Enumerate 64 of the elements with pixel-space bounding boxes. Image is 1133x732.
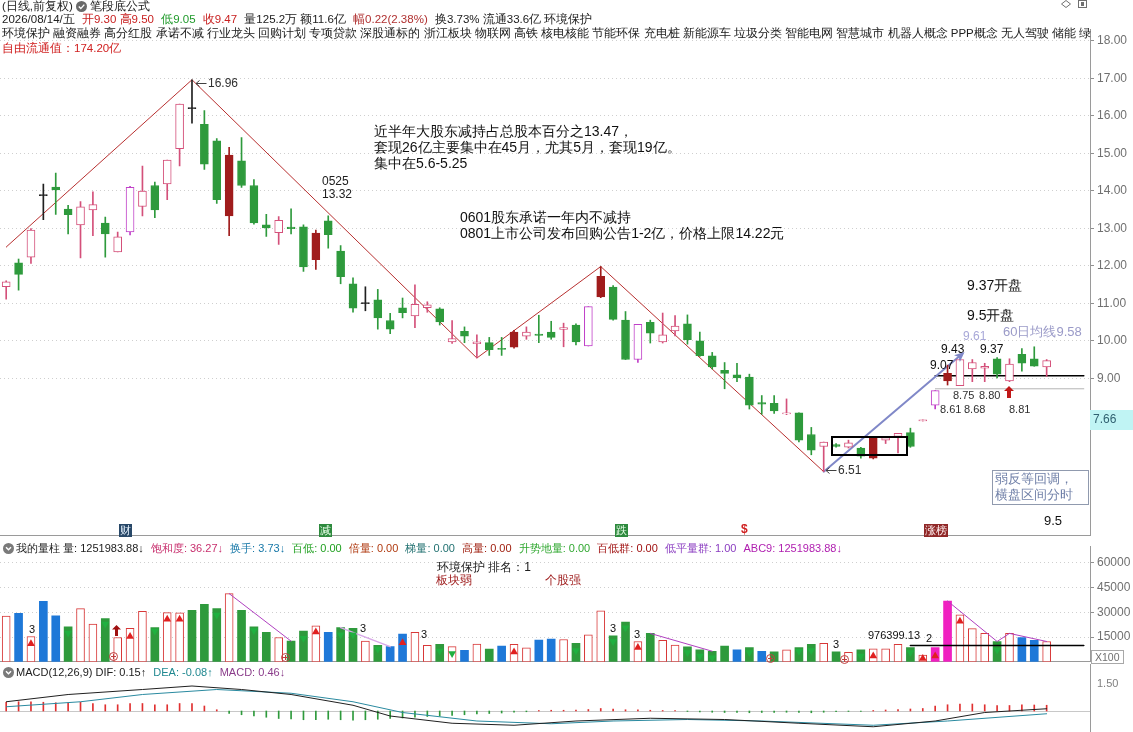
- annotation: 9.5开盘: [967, 307, 1015, 324]
- text: 1.50: [1097, 677, 1119, 690]
- annotation: 8.61: [940, 403, 962, 416]
- annotation: 6.51: [838, 463, 862, 478]
- annotation: 0601股东承诺一年内不减持: [460, 209, 632, 226]
- annotation: 3: [29, 623, 36, 636]
- annotation: 8.75: [953, 389, 975, 403]
- y-tick-label: 45000: [1097, 580, 1131, 595]
- annotation: 自由流通值：174.20亿: [2, 42, 122, 56]
- annotation: 9.5: [1044, 513, 1063, 529]
- annotation: 近半年大股东减持占总股本百分之13.47，: [374, 123, 634, 140]
- annotation: 3: [421, 628, 428, 641]
- y-tick-label: 13.00: [1097, 220, 1128, 235]
- annotation: 3: [360, 622, 367, 635]
- text: 2026/08/14/五 开9.30 高9.50 低9.05 收9.47 量125.2万 额11.6亿 幅0.22(2.38%) 换3.73% 流通33.6亿 环境保护: [2, 13, 593, 25]
- annotation: 0801上市公司发布回购公告1-2亿，价格上限14.22元: [460, 225, 785, 242]
- annotation: 9.43: [941, 342, 965, 357]
- y-axis-title: X100: [1091, 650, 1124, 665]
- annotation: 2: [926, 632, 933, 645]
- y-tick-label: 16.00: [1097, 108, 1128, 123]
- annotation: 9.61: [963, 329, 987, 344]
- annotation: $: [741, 522, 748, 537]
- y-tick-label: 60000: [1097, 555, 1131, 570]
- y-tick-label: 15.00: [1097, 145, 1128, 160]
- y-tick-label: 10.00: [1097, 333, 1128, 348]
- annotation: 8.81: [1009, 403, 1031, 416]
- chart-title: (日线,前复权): [2, 0, 73, 12]
- annotation: 集中在5.6-5.25: [374, 155, 468, 172]
- annotation: 个股强: [545, 573, 581, 588]
- text: 7.66: [1090, 410, 1133, 430]
- annotation: 9.37开盘: [967, 277, 1023, 294]
- annotation: 板块弱: [436, 573, 472, 588]
- y-tick-label: 15000: [1097, 629, 1131, 644]
- y-tick-label: 30000: [1097, 604, 1131, 619]
- annotation: 16.96: [208, 76, 239, 91]
- annotation: 8.68: [964, 402, 986, 416]
- annotation: 13.32: [322, 187, 353, 203]
- annotation: 976399.13: [868, 629, 920, 643]
- annotation: 环境保护 排名：1: [437, 560, 532, 574]
- annotation: 涨榜: [924, 524, 948, 537]
- y-tick-label: 9.00: [1097, 370, 1121, 385]
- annotation: 0525: [322, 174, 349, 189]
- annotation: 60日均线9.58: [1003, 324, 1082, 340]
- annotation: 3: [634, 628, 641, 641]
- y-tick-label: 11.00: [1097, 295, 1127, 310]
- annotation: 环境保护 融资融券 高分红股 承诺不减 行业龙头 回购计划 专项贷款 深股通标的 浙江板块 物联网 高铁 核电核能 节能环保 充电桩 新能源车 垃圾分类 智能电网 智慧城市 机器人概念 PPP概念 无人驾驶 储能 绿: [2, 27, 1092, 41]
- annotation: 财: [119, 524, 132, 537]
- annotation: 3: [610, 622, 617, 635]
- annotation: 弱反等回调，: [995, 471, 1073, 487]
- annotation: 减: [319, 524, 332, 537]
- annotation: 9.07: [930, 357, 954, 373]
- annotation: 9.37: [980, 342, 1004, 358]
- annotation: 3: [833, 638, 840, 651]
- y-tick-label: 12.00: [1097, 258, 1128, 273]
- annotation: 跌: [615, 524, 628, 537]
- annotation: 横盘区间分时: [995, 487, 1073, 503]
- chart-title: MACD(12,26,9) DIF: 0.15↑ DEA: -0.08↑ MACD: 0.46↓: [16, 666, 286, 678]
- y-tick-label: 17.00: [1097, 70, 1128, 85]
- y-tick-label: 18.00: [1097, 33, 1128, 48]
- y-tick-label: 14.00: [1097, 183, 1128, 198]
- annotation: 8.80: [979, 389, 1001, 403]
- chart-title: 我的量柱 量: 1251983.88↓ 饱和度: 36.27↓ 换手: 3.73↓ 百低: 0.00 倍量: 0.00 梯量: 0.00 高量: 0.00 升势地量: 0.00 百低群: 0.00 低平量群: 1.00 ABC9: 1251983.88↓: [16, 542, 842, 554]
- text: 笔段底公式: [90, 0, 150, 13]
- annotation: 套现26亿主要集中在45月，尤其5月，套现19亿。: [374, 139, 681, 156]
